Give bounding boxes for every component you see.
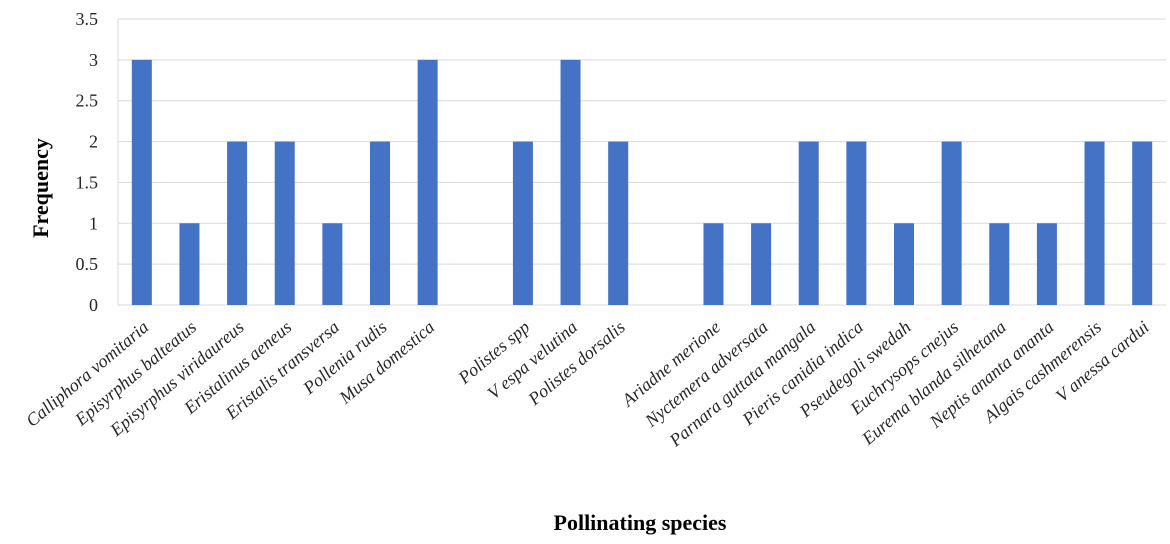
y-tick-label: 3.5	[76, 9, 99, 29]
bar	[322, 223, 343, 305]
bar	[179, 223, 200, 305]
bar	[417, 59, 438, 305]
bar	[846, 141, 867, 305]
bar	[989, 223, 1010, 305]
y-tick-label: 1.5	[76, 172, 99, 192]
bars	[131, 59, 1153, 305]
y-tick-label: 2.5	[76, 91, 99, 111]
bar	[131, 59, 152, 305]
bar	[751, 223, 772, 305]
y-axis-title: Frequency	[28, 138, 53, 238]
y-tick-label: 0.5	[76, 254, 99, 274]
y-tick-label: 0	[89, 295, 98, 315]
y-tick-labels: 0 0.5 1 1.5 2 2.5 3 3.5	[76, 9, 99, 315]
y-tick-label: 1	[89, 213, 98, 233]
bar	[1132, 141, 1153, 305]
bar	[227, 141, 248, 305]
bar	[703, 223, 724, 305]
bar	[608, 141, 629, 305]
bar	[1084, 141, 1105, 305]
x-axis-title: Pollinating species	[554, 510, 727, 535]
bar	[512, 141, 533, 305]
bar	[274, 141, 295, 305]
bar	[1036, 223, 1057, 305]
bar	[941, 141, 962, 305]
bar	[560, 59, 581, 305]
y-tick-label: 2	[89, 132, 98, 152]
bar	[894, 223, 914, 305]
y-tick-label: 3	[89, 50, 98, 70]
bar	[370, 141, 390, 305]
bar	[798, 141, 819, 305]
